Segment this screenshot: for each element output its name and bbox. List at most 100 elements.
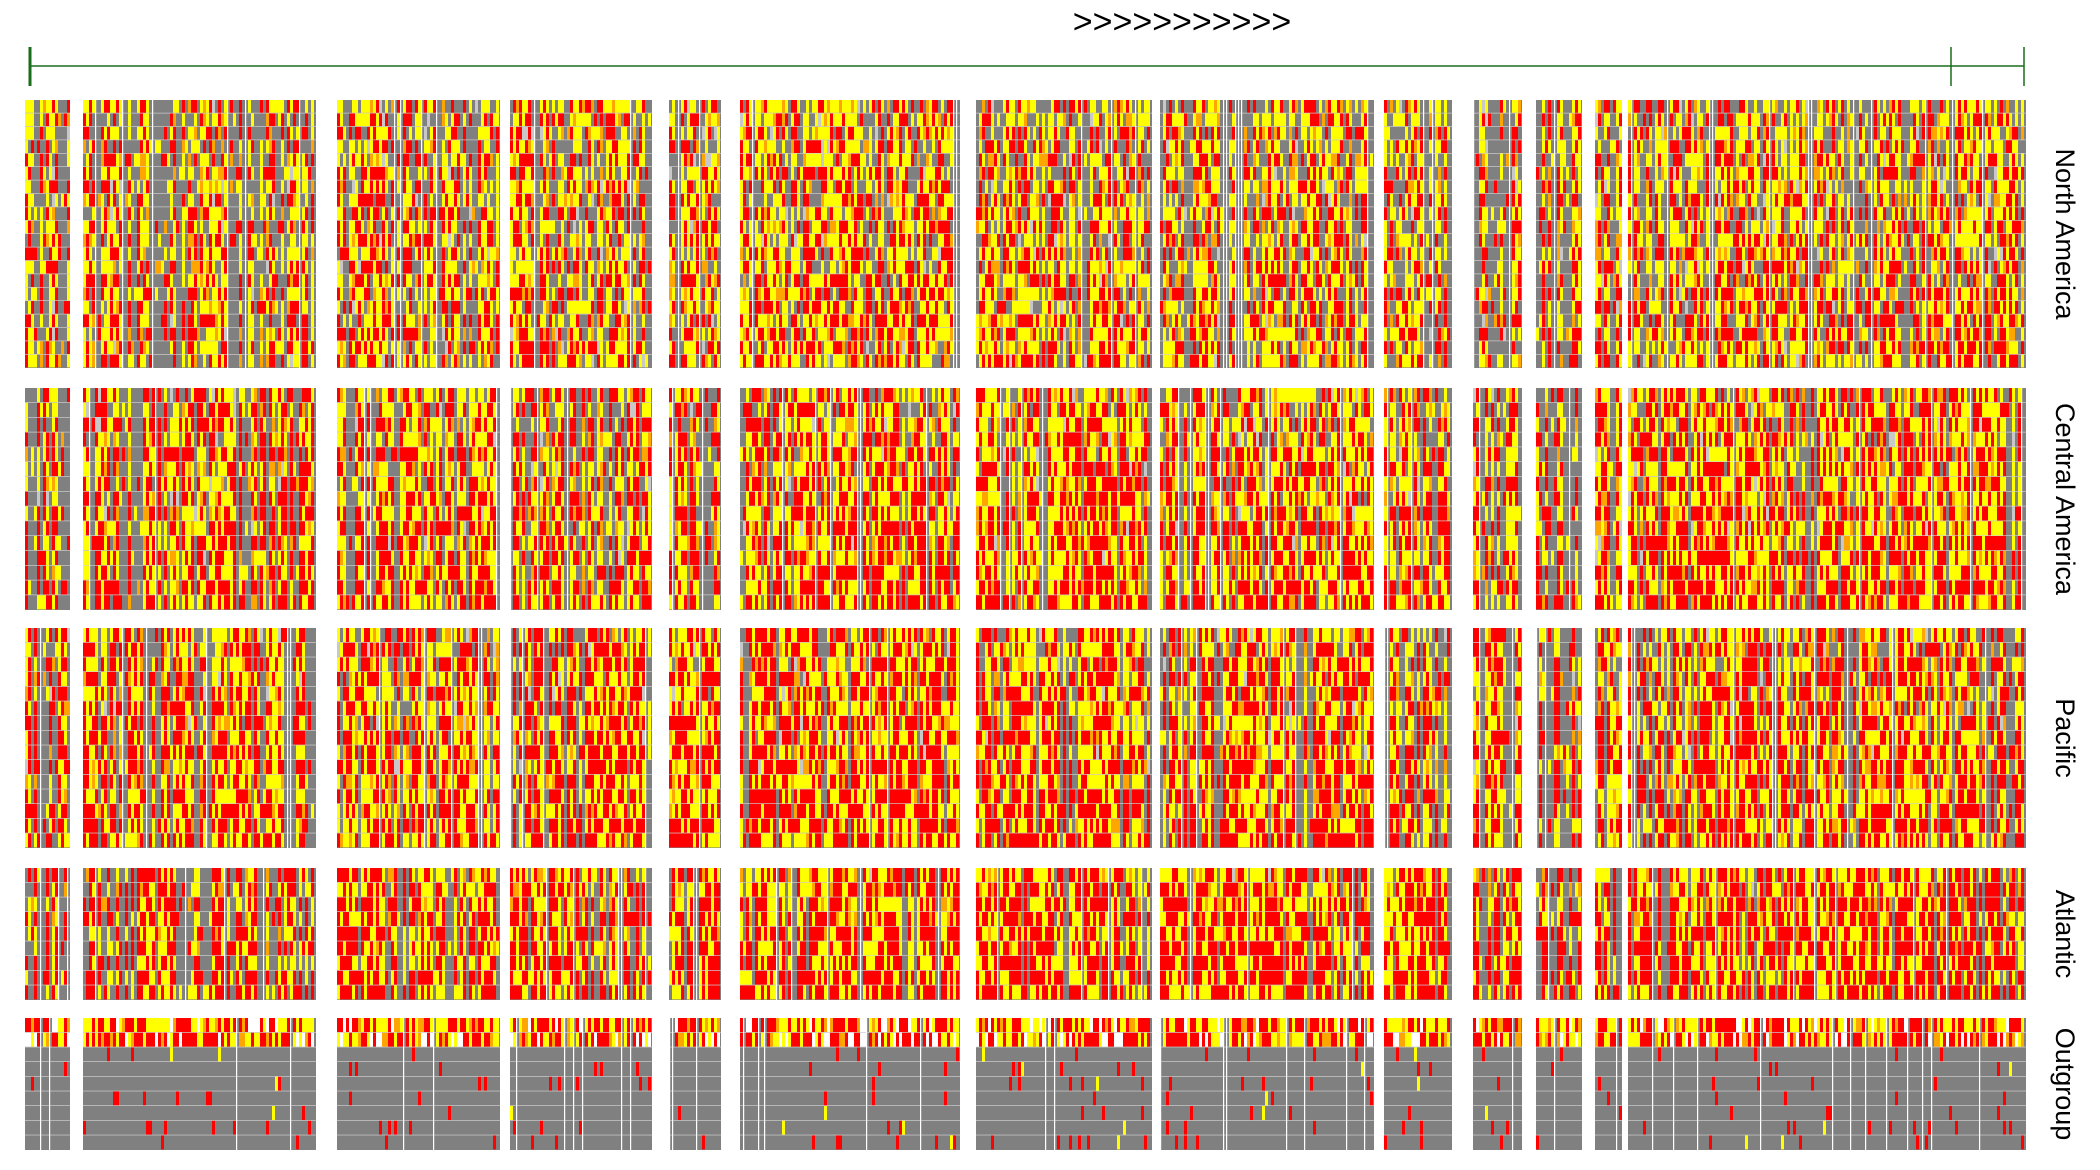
site-cell [272, 194, 275, 207]
site-cell [433, 328, 436, 341]
site-cell [624, 314, 627, 327]
site-cell [206, 328, 209, 341]
site-cell [67, 328, 70, 341]
site-cell [445, 127, 448, 140]
site-cell [55, 314, 58, 327]
site-cell [923, 207, 926, 220]
site-cell [355, 154, 358, 167]
site-cell [25, 180, 28, 193]
site-cell [1105, 140, 1108, 153]
site-cell [681, 180, 684, 193]
site-cell [1205, 234, 1208, 247]
site-cell [1141, 341, 1144, 354]
site-cell [224, 113, 227, 126]
site-cell [164, 328, 167, 341]
site-cell [1054, 194, 1057, 207]
site-cell [248, 261, 251, 274]
site-cell [254, 234, 257, 247]
site-cell [89, 314, 92, 327]
row-separator [337, 274, 500, 275]
site-cell [809, 301, 812, 314]
site-cell [842, 274, 845, 287]
site-cell [552, 100, 555, 113]
site-cell [31, 154, 34, 167]
site-cell [367, 113, 370, 126]
site-cell [531, 180, 534, 193]
site-cell [755, 154, 758, 167]
site-cell [349, 234, 352, 247]
site-cell [555, 301, 558, 314]
site-cell [92, 261, 95, 274]
site-cell [997, 301, 1000, 314]
site-cell [648, 113, 651, 126]
site-cell [944, 234, 947, 247]
site-cell [418, 247, 421, 260]
site-cell [839, 341, 842, 354]
site-cell [391, 328, 394, 341]
site-cell [609, 341, 612, 354]
site-cell [669, 288, 672, 301]
site-cell [708, 301, 711, 314]
site-cell [1054, 207, 1057, 220]
site-cell [107, 127, 110, 140]
site-cell [1090, 221, 1093, 234]
site-cell [98, 328, 101, 341]
site-cell [361, 167, 364, 180]
site-cell [251, 301, 254, 314]
site-cell [979, 261, 982, 274]
site-cell [911, 100, 914, 113]
site-cell [1063, 234, 1066, 247]
site-cell [606, 261, 609, 274]
site-cell [1006, 261, 1009, 274]
site-cell [1090, 288, 1093, 301]
site-cell [791, 261, 794, 274]
site-cell [711, 167, 714, 180]
site-cell [173, 140, 176, 153]
site-cell [537, 247, 540, 260]
site-cell [600, 140, 603, 153]
site-cell [382, 154, 385, 167]
site-cell [920, 247, 923, 260]
site-cell [764, 113, 767, 126]
site-cell [266, 288, 269, 301]
site-cell [86, 154, 89, 167]
site-cell [1024, 274, 1027, 287]
site-cell [1208, 180, 1211, 193]
site-cell [40, 288, 43, 301]
site-cell [893, 341, 896, 354]
site-cell [379, 140, 382, 153]
site-cell [887, 127, 890, 140]
site-cell [1060, 180, 1063, 193]
site-cell [833, 100, 836, 113]
site-cell [570, 301, 573, 314]
site-cell [743, 221, 746, 234]
site-cell [624, 140, 627, 153]
site-cell [251, 234, 254, 247]
site-cell [1042, 274, 1045, 287]
site-cell [200, 274, 203, 287]
site-cell [370, 261, 373, 274]
site-cell [902, 328, 905, 341]
site-cell [740, 127, 743, 140]
site-cell [376, 100, 379, 113]
site-cell [1117, 167, 1120, 180]
site-cell [672, 180, 675, 193]
site-cell [899, 288, 902, 301]
site-cell [917, 314, 920, 327]
site-cell [1102, 100, 1105, 113]
site-cell [779, 234, 782, 247]
site-cell [1132, 194, 1135, 207]
row-separator [25, 207, 70, 208]
site-cell [131, 207, 134, 220]
site-cell [1117, 154, 1120, 167]
site-cell [308, 167, 311, 180]
site-cell [1105, 355, 1108, 368]
site-cell [681, 247, 684, 260]
site-cell [600, 288, 603, 301]
row-separator [740, 193, 960, 194]
site-cell [522, 234, 525, 247]
site-cell [947, 247, 950, 260]
site-cell [1169, 301, 1172, 314]
site-cell [982, 234, 985, 247]
site-cell [463, 341, 466, 354]
